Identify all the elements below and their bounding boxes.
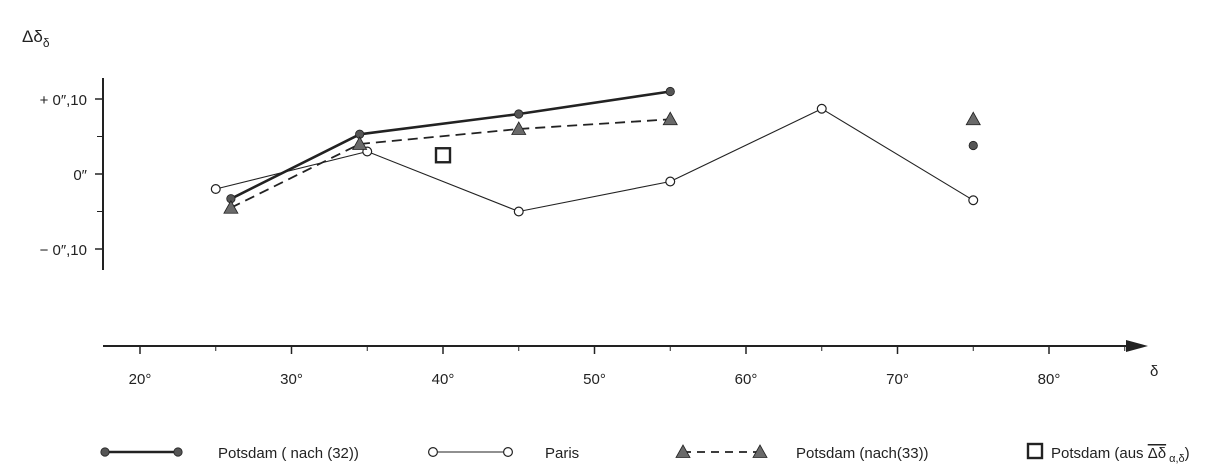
series-lines (215, 90, 974, 213)
axes: Δδδ δ (22, 27, 1158, 380)
series-3-point (965, 111, 981, 126)
series-3-point (662, 111, 678, 126)
series-3-line (230, 118, 671, 209)
x-tick-label: 50° (583, 371, 606, 388)
series-2-point (816, 103, 827, 114)
y-tick-label: − 0″,10 (40, 242, 87, 259)
y-tick-label: 0″ (73, 167, 87, 184)
series-2-point (665, 176, 676, 187)
series-1-point (665, 86, 675, 97)
legend-label: Paris (545, 445, 579, 462)
legend-label: Potsdam ( nach (32)) (218, 445, 359, 462)
series-2-point (968, 195, 979, 206)
series-1-point (514, 109, 524, 119)
legend-item-1: Potsdam ( nach (32)) (100, 445, 359, 462)
legend-item-4: Potsdam (aus Δδ α,δ) (1026, 442, 1190, 465)
legend-marker (428, 447, 439, 458)
legend-marker (752, 444, 768, 458)
series-3-point (351, 136, 368, 150)
legend: Potsdam ( nach (32)) Paris Potsdam (nach(3… (100, 442, 1190, 465)
y-axis-label: Δδδ (22, 27, 50, 50)
series-2-line (215, 108, 974, 213)
series-2-point (513, 206, 524, 217)
x-tick-label: 40° (432, 371, 455, 388)
series-1-point (968, 140, 978, 151)
x-tick-label: 20° (129, 371, 152, 388)
legend-item-2: Paris (428, 445, 579, 462)
series-1-line (230, 90, 671, 200)
y-tick-label: + 0″,10 (40, 92, 87, 109)
legend-item-3: Potsdam (nach(33)) (675, 444, 929, 462)
legend-label: Potsdam (aus Δδ α,δ) (1051, 445, 1190, 465)
series-3-point (223, 199, 239, 214)
x-axis-arrow (1126, 340, 1148, 352)
series-3-point (511, 121, 527, 135)
tick-marks: + 0″,10 0″ − 0″,10 20° 30° 40° 50° 60° 70° 80° (40, 92, 1126, 388)
x-tick-label: 70° (886, 371, 909, 388)
x-tick-label: 30° (280, 371, 303, 388)
legend-marker (173, 447, 183, 457)
legend-marker (675, 444, 691, 458)
legend-label: Potsdam (nach(33)) (796, 445, 929, 462)
legend-marker (1026, 442, 1044, 460)
series-markers (210, 86, 981, 217)
legend-marker (503, 447, 514, 458)
series-2-point (210, 184, 221, 195)
x-tick-label: 80° (1038, 371, 1061, 388)
legend-marker (100, 447, 110, 457)
x-axis-label: δ (1150, 363, 1158, 380)
x-tick-label: 60° (735, 371, 758, 388)
series-4-point (434, 147, 452, 164)
